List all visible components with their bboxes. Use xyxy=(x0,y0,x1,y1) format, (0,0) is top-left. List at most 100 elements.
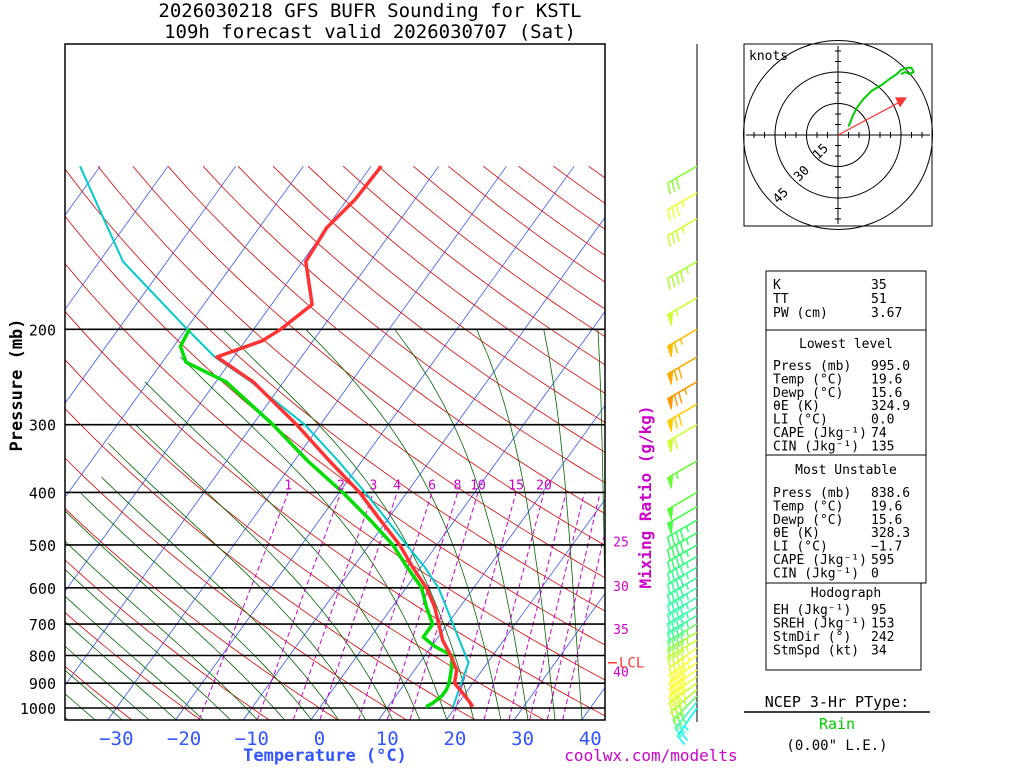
storm-motion-arrowhead xyxy=(895,97,907,108)
wind-barb xyxy=(666,165,698,195)
most-unstable-row-value: 0 xyxy=(871,566,879,581)
wind-barb xyxy=(666,356,698,385)
x-tick-label: 30 xyxy=(511,728,534,750)
wind-barb xyxy=(666,297,698,326)
most-unstable-row-label: Temp (°C) xyxy=(773,499,843,514)
moist-adiabat-line xyxy=(65,645,150,720)
wind-barb-column xyxy=(666,44,698,746)
x-tick-label: 10 xyxy=(376,728,399,750)
hodograph-index-row-label: EH (Jkg⁻¹) xyxy=(773,603,851,618)
wind-barb xyxy=(666,532,698,562)
moist-adiabat-line xyxy=(180,356,447,720)
moist-adiabat-line xyxy=(222,329,475,720)
y-axis-ticks: 200 300 400 500 600 700 800 900 1000 xyxy=(20,321,56,718)
lowest-level-row-value: 19.6 xyxy=(871,372,902,387)
x-tick-label: 0 xyxy=(314,728,325,750)
mixing-ratio-line xyxy=(508,492,567,720)
mixing-ratio-axis-label: Mixing Ratio (g/kg) xyxy=(636,405,655,588)
mixing-ratio-line xyxy=(452,492,517,720)
mixing-ratio-label: 25 xyxy=(613,536,629,551)
lowest-level-row-value: 74 xyxy=(871,426,887,441)
moist-adiabat-line xyxy=(65,595,204,720)
hodograph-index-row-label: SREH (Jkg⁻¹) xyxy=(773,617,867,632)
y-tick-label: 200 xyxy=(29,321,56,339)
isotherm-line xyxy=(65,165,237,404)
ptype-value: Rain xyxy=(819,715,855,733)
mixing-ratio-labels: 1 2 3 4 6 8 10 15 20 25 30 35 40 xyxy=(284,478,628,680)
mixing-ratio-line xyxy=(409,492,479,720)
x-tick-label: −20 xyxy=(167,728,201,750)
moist-adiabat-line xyxy=(65,568,231,720)
y-axis-label: Pressure (mb) xyxy=(7,318,27,451)
mixing-ratio-label: 6 xyxy=(428,478,436,493)
most-unstable-row-label: LI (°C) xyxy=(773,540,828,555)
moist-adiabat-line xyxy=(394,329,529,720)
wind-barb xyxy=(666,639,698,669)
y-tick-label: 600 xyxy=(29,580,56,598)
wind-barb xyxy=(666,218,698,247)
lowest-level-row-value: 995.0 xyxy=(871,359,910,374)
lowest-level-row-label: Dewp (°C) xyxy=(773,386,843,401)
moist-adiabat-line xyxy=(101,476,339,720)
moist-adiabat-line xyxy=(65,510,285,720)
dry-adiabat-line xyxy=(237,165,605,453)
hodograph-index-row-label: StmDir (°) xyxy=(773,630,851,645)
dry-adiabat-line xyxy=(202,165,605,484)
most-unstable-title: Most Unstable xyxy=(795,463,897,478)
storm-motion-vector xyxy=(837,100,902,136)
wind-barb xyxy=(666,555,698,585)
pressure-gridlines xyxy=(65,328,605,709)
wind-barb xyxy=(666,566,698,596)
most-unstable-row-value: 838.6 xyxy=(871,486,910,501)
y-tick-label: 1000 xyxy=(20,700,56,718)
hodograph-index-title: Hodograph xyxy=(811,586,881,601)
isotherm-line xyxy=(514,592,605,720)
wind-barb xyxy=(666,328,698,357)
moist-adiabat-line xyxy=(597,329,605,607)
most-unstable-row-value: 19.6 xyxy=(871,499,902,514)
lowest-level-row-label: θE (K) xyxy=(773,399,820,414)
index-row-label: K xyxy=(773,278,781,293)
mixing-ratio-label: 4 xyxy=(393,478,401,493)
wind-barb xyxy=(670,689,698,723)
lowest-level-row-value: 0.0 xyxy=(871,413,894,428)
dry-adiabat-line xyxy=(448,165,605,283)
lowest-level-row-label: LI (°C) xyxy=(773,413,828,428)
dry-adiabat-line xyxy=(377,165,605,338)
mixing-ratio-label: 1 xyxy=(284,478,292,493)
wind-barb xyxy=(666,519,698,549)
hodograph-index-row-value: 242 xyxy=(871,630,894,645)
sounding-profiles xyxy=(79,165,475,709)
wind-barb xyxy=(676,707,698,746)
wind-barb xyxy=(672,695,698,731)
dry-adiabat-line xyxy=(65,359,544,720)
moist-adiabat-line xyxy=(305,329,502,720)
temperature-line xyxy=(215,165,475,708)
y-tick-label: 400 xyxy=(29,484,56,502)
wind-barb xyxy=(666,260,698,290)
mixing-ratio-line xyxy=(562,529,605,720)
chart-title: 2026030218 GFS BUFR Sounding for KSTL xyxy=(158,0,581,22)
x-tick-label: 40 xyxy=(579,728,602,750)
most-unstable-row-value: 15.6 xyxy=(871,513,902,528)
lowest-level-row-value: 135 xyxy=(871,439,894,454)
lowest-level-row-label: Press (mb) xyxy=(773,359,851,374)
lcl-marker: LCL xyxy=(608,656,644,672)
wind-barb xyxy=(668,675,698,708)
most-unstable-row-label: θE (K) xyxy=(773,526,820,541)
y-tick-label: 900 xyxy=(29,675,56,693)
isotherm-line xyxy=(175,165,575,720)
lcl-label: LCL xyxy=(619,656,644,672)
wind-barb xyxy=(666,544,698,574)
mixing-ratio-line xyxy=(546,492,601,720)
moist-adiabat-line xyxy=(79,492,312,720)
dry-adiabat-line xyxy=(65,559,269,720)
dry-adiabat-line xyxy=(413,165,605,310)
chart-subtitle: 109h forecast valid 2026030707 (Sat) xyxy=(164,21,576,43)
most-unstable-row-value: 328.3 xyxy=(871,526,910,541)
dry-adiabat-line xyxy=(65,507,338,720)
mixing-ratio-line xyxy=(358,492,433,720)
mixing-ratio-line xyxy=(198,492,289,720)
hodograph-index-row-value: 95 xyxy=(871,603,887,618)
